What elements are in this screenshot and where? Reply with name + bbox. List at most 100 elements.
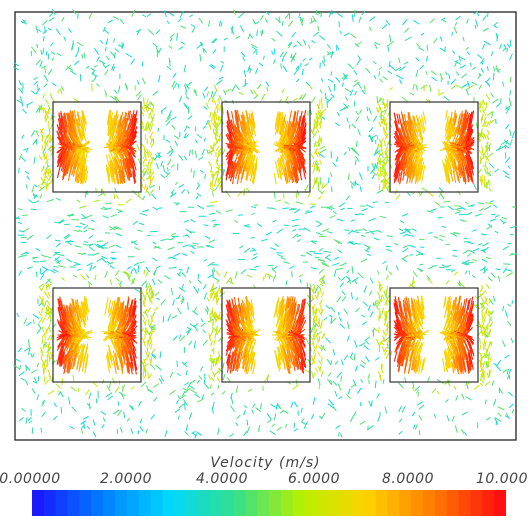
velocity-vector — [60, 351, 66, 367]
velocity-vector — [59, 318, 68, 336]
velocity-vector — [72, 122, 77, 134]
velocity-vector — [107, 120, 112, 136]
velocity-vector — [33, 156, 36, 164]
velocity-vector — [152, 278, 156, 286]
velocity-vector — [61, 16, 65, 22]
velocity-vector — [122, 339, 129, 349]
velocity-vector — [226, 313, 232, 329]
velocity-vector — [212, 173, 214, 180]
velocity-vector — [164, 10, 167, 17]
velocity-vector — [319, 276, 325, 280]
velocity-vector — [79, 205, 87, 209]
velocity-vector — [312, 167, 316, 174]
velocity-vector — [246, 111, 250, 124]
velocity-vector — [478, 84, 483, 90]
velocity-vector — [217, 181, 222, 187]
velocity-vector — [72, 110, 76, 124]
velocity-vector — [159, 351, 162, 359]
velocity-vector — [197, 288, 200, 294]
velocity-vector — [398, 228, 404, 231]
velocity-vector — [22, 108, 27, 114]
velocity-vector — [83, 225, 89, 229]
velocity-vector — [76, 173, 80, 184]
velocity-vector — [136, 29, 141, 36]
velocity-vector — [184, 431, 189, 436]
velocity-vector — [493, 21, 499, 26]
velocity-vector — [74, 318, 82, 335]
velocity-vector — [36, 106, 41, 113]
velocity-vector — [158, 74, 161, 83]
velocity-vector — [143, 269, 146, 275]
velocity-vector — [217, 98, 220, 105]
velocity-vector — [451, 146, 460, 162]
velocity-vector — [108, 381, 112, 389]
velocity-vector — [281, 89, 285, 93]
velocity-vector — [467, 80, 470, 89]
velocity-vector — [77, 305, 83, 323]
velocity-vector — [509, 100, 512, 105]
velocity-vector — [219, 184, 222, 190]
velocity-vector — [309, 283, 312, 288]
velocity-vector — [42, 30, 48, 34]
velocity-vector — [383, 183, 388, 189]
velocity-vector — [487, 276, 493, 282]
velocity-vector — [383, 178, 386, 185]
velocity-vector — [396, 265, 399, 271]
velocity-vector — [102, 26, 106, 32]
velocity-vector — [68, 362, 72, 374]
velocity-vector — [291, 31, 296, 38]
velocity-vector — [250, 299, 255, 315]
velocity-vector — [113, 226, 119, 228]
velocity-vector — [287, 120, 292, 134]
velocity-vector — [86, 425, 90, 430]
velocity-vector — [325, 97, 330, 101]
velocity-vector — [249, 69, 252, 74]
velocity-vector — [185, 96, 190, 100]
velocity-vector — [210, 201, 218, 204]
velocity-vector — [318, 189, 323, 194]
velocity-vector — [297, 134, 304, 145]
velocity-vector — [105, 64, 110, 68]
velocity-vector — [144, 312, 149, 318]
velocity-vector — [293, 125, 300, 140]
velocity-vector — [380, 118, 384, 125]
velocity-vector — [240, 161, 245, 174]
velocity-vector — [62, 164, 67, 179]
velocity-vector — [78, 343, 85, 361]
velocity-vector — [113, 157, 119, 170]
velocity-vector — [326, 51, 331, 55]
velocity-vector — [220, 22, 223, 27]
velocity-vector — [508, 97, 511, 102]
velocity-vector — [47, 68, 53, 75]
velocity-vector — [76, 357, 80, 370]
velocity-vector — [225, 209, 233, 213]
velocity-vector — [35, 59, 41, 66]
velocity-vector — [121, 153, 127, 163]
velocity-vector — [303, 109, 307, 120]
velocity-vector — [83, 165, 88, 183]
velocity-vector — [321, 412, 326, 419]
velocity-vector — [415, 424, 418, 430]
velocity-vector — [201, 394, 205, 400]
velocity-vector — [340, 359, 344, 366]
velocity-vector — [80, 427, 83, 434]
velocity-vector — [45, 110, 49, 116]
velocity-vector — [117, 309, 121, 321]
velocity-vector — [445, 71, 448, 76]
velocity-vector — [107, 395, 113, 400]
velocity-vector — [132, 166, 137, 177]
velocity-vector — [60, 155, 65, 167]
velocity-vector — [419, 263, 424, 266]
velocity-vector — [317, 112, 321, 118]
velocity-vector — [229, 162, 234, 174]
velocity-vector — [149, 153, 153, 159]
velocity-vector — [125, 128, 132, 143]
velocity-vector — [65, 160, 70, 176]
velocity-vector — [63, 364, 67, 375]
velocity-vector — [460, 130, 466, 143]
velocity-vector — [117, 170, 122, 185]
velocity-vector — [265, 81, 270, 87]
velocity-vector — [128, 110, 131, 121]
velocity-vector — [134, 288, 141, 293]
velocity-vector — [293, 401, 298, 408]
